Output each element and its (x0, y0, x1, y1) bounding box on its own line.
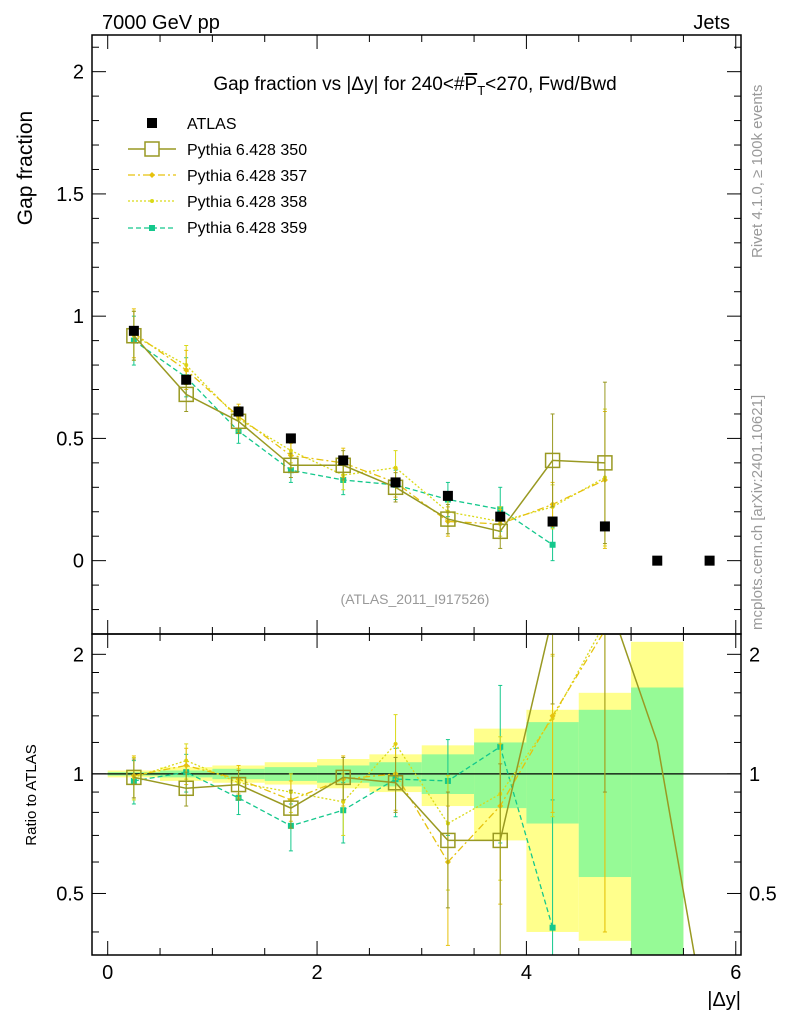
x-axis: 0 2 4 6 (102, 634, 741, 984)
ratio-point-p350 (492, 832, 508, 849)
ratio-ytick-label-right: 2 (749, 644, 760, 666)
main-point-atlas (704, 555, 715, 566)
ratio-point-p350 (335, 769, 351, 786)
main-panel: 0 0.5 1 1.5 2 Gap fraction Gap fraction vs |… (14, 34, 742, 635)
main-point-p350 (178, 386, 194, 403)
legend-entry-p357: Pythia 6.428 357 (128, 168, 307, 185)
main-line-p359 (133, 340, 553, 546)
x-tick-label: 2 (311, 962, 322, 984)
ratio-ytick-label: 0.5 (56, 883, 84, 905)
main-point-p350 (597, 455, 613, 471)
header-energy-label: 7000 GeV pp (102, 12, 220, 34)
ratio-band-green (631, 687, 684, 955)
main-point-atlas (547, 516, 558, 527)
legend-label-p357: Pythia 6.428 357 (187, 168, 307, 185)
main-point-p350 (283, 457, 299, 474)
main-ytick-label: 2 (73, 62, 84, 84)
ratio-frame (91, 633, 742, 956)
x-axis-label: |Δy| (707, 989, 741, 1011)
ratio-point-p357 (549, 712, 556, 719)
main-point-atlas (495, 511, 506, 522)
legend-entry-atlas: ATLAS (147, 116, 237, 133)
main-chart-title: Gap fraction vs |Δy| for 240<#PT<270, Fw… (213, 74, 616, 98)
ratio-line-p357 (133, 634, 604, 864)
main-point-atlas (652, 555, 663, 566)
main-point-atlas (285, 433, 296, 444)
main-point-p359 (549, 541, 556, 548)
ratio-ytick-label: 1 (73, 764, 84, 786)
ratio-ytick-label-right: 1 (749, 764, 760, 786)
main-line-p358 (133, 335, 606, 523)
main-ytick-label: 0 (73, 551, 84, 573)
legend-entry-p350: Pythia 6.428 350 (128, 141, 307, 159)
legend-marker-atlas (147, 118, 157, 128)
ratio-point-p350 (126, 769, 142, 786)
ratio-ytick-label: 2 (73, 644, 84, 666)
ratio-series-layer (126, 634, 696, 955)
main-ytick-label: 1 (73, 306, 84, 328)
main-ytick-label: 0.5 (56, 428, 84, 450)
ratio-point-p350 (387, 774, 404, 791)
ratio-point-p350 (178, 780, 194, 797)
main-series-layer (126, 308, 715, 566)
x-tick-label: 6 (730, 962, 741, 984)
ratio-point-p359 (549, 924, 556, 931)
side-mcplots-label: mcplots.cern.ch [arXiv:2401.10621] (749, 395, 766, 630)
main-ytick-label: 1.5 (56, 184, 84, 206)
main-y-axis-label: Gap fraction (14, 111, 37, 225)
ratio-point-p350 (440, 832, 456, 849)
legend-marker-p359 (149, 225, 155, 231)
x-tick-label: 0 (102, 962, 113, 984)
legend-marker-p357 (149, 172, 155, 178)
ratio-ytick-label-right: 0.5 (749, 883, 777, 905)
main-point-p350 (544, 452, 561, 469)
legend-label-atlas: ATLAS (187, 116, 237, 133)
main-point-p350 (440, 511, 456, 527)
header-process-label: Jets (693, 12, 730, 34)
main-point-atlas (599, 521, 610, 532)
main-line-p357 (133, 332, 606, 525)
ratio-point-p357 (183, 762, 190, 769)
main-point-atlas (233, 406, 244, 417)
ratio-y-axis-label: Ratio to ATLAS (23, 744, 40, 845)
x-tick-label: 4 (521, 962, 532, 984)
main-point-atlas (128, 325, 139, 336)
legend-entry-p359: Pythia 6.428 359 (128, 220, 307, 237)
legend-label-p350: Pythia 6.428 350 (187, 142, 307, 159)
ratio-line-p358 (133, 634, 600, 825)
analysis-watermark: (ATLAS_2011_I917526) (341, 591, 490, 607)
side-rivet-label: Rivet 4.1.0, ≥ 100k events (749, 85, 766, 258)
main-line-p350 (133, 335, 605, 533)
legend-marker-p358 (150, 199, 154, 203)
legend-label-p358: Pythia 6.428 358 (187, 194, 307, 211)
ratio-y-axis: 0.5 0.5 1 1 2 2 (56, 644, 777, 933)
ratio-panel: 0.5 0.5 1 1 2 2 0 2 4 6 Ratio to ATLAS |Δy| (23, 633, 777, 1011)
main-point-atlas (442, 490, 453, 501)
legend: ATLAS Pythia 6.428 350 Pythia 6.428 357 … (128, 116, 307, 237)
ratio-point-p350 (283, 800, 299, 816)
legend-entry-p358: Pythia 6.428 358 (128, 194, 307, 211)
legend-marker-p350 (144, 141, 160, 157)
main-point-atlas (338, 455, 349, 466)
ratio-point-p350 (230, 776, 247, 793)
main-y-axis: 0 0.5 1 1.5 2 (56, 35, 741, 634)
main-point-atlas (390, 477, 401, 488)
main-point-p350 (492, 523, 508, 540)
main-point-p357 (183, 366, 190, 373)
legend-label-p359: Pythia 6.428 359 (187, 220, 307, 237)
ratio-line-p350 (133, 634, 696, 955)
main-point-atlas (181, 374, 192, 385)
